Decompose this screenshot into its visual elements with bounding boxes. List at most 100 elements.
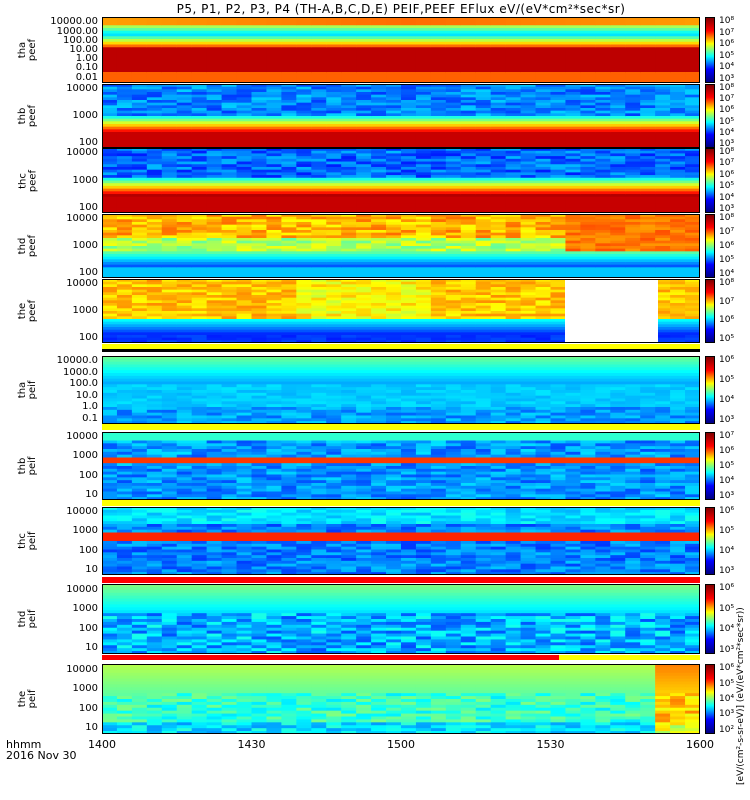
y-tick-label: 10000 (66, 83, 98, 95)
heatmap-cell (595, 74, 611, 79)
heatmap-cell (520, 50, 537, 54)
heatmap-cell (176, 340, 193, 343)
heatmap-cell (535, 297, 552, 301)
heatmap-cell (146, 92, 163, 96)
heatmap-cell (580, 47, 596, 51)
heatmap-cell (131, 102, 148, 106)
heatmap-cell (460, 246, 477, 250)
heatmap-cell (206, 204, 223, 209)
heatmap-cell (221, 121, 238, 125)
heatmap-cell (550, 316, 567, 320)
heatmap-cell (655, 295, 671, 299)
heatmap-cell (445, 188, 462, 192)
heatmap-cell (550, 319, 567, 323)
heatmap-cell (371, 246, 387, 250)
heatmap-cell (206, 262, 223, 266)
heatmap-cell (191, 214, 208, 218)
heatmap-cell (505, 196, 522, 201)
heatmap-cell (595, 180, 611, 184)
heatmap-cell (595, 84, 611, 88)
heatmap-cell (341, 164, 357, 168)
heatmap-cell (670, 251, 686, 255)
heatmap-cell (311, 66, 327, 70)
heatmap-cell (296, 153, 312, 157)
heatmap-cell (251, 204, 268, 209)
heatmap-cell (520, 248, 537, 252)
heatmap-cell (311, 33, 327, 37)
heatmap-cell (146, 102, 163, 106)
heatmap-cell (311, 108, 327, 112)
heatmap-cell (610, 92, 626, 96)
heatmap-cell (535, 86, 552, 90)
y-tick-label: 0.10 (75, 62, 98, 74)
heatmap-cell (401, 204, 417, 209)
heatmap-cell (146, 332, 163, 336)
heatmap-cell (296, 219, 312, 223)
heatmap-cell (311, 235, 327, 239)
heatmap-cell (610, 129, 626, 133)
heatmap-cell (625, 243, 641, 247)
heatmap-cell (520, 251, 537, 255)
heatmap-cell (341, 41, 357, 46)
heatmap-cell (102, 80, 118, 83)
heatmap-cell (341, 297, 357, 301)
heatmap-cell (356, 47, 372, 51)
heatmap-cell (131, 110, 148, 114)
heatmap-cell (490, 36, 507, 40)
heatmap-cell (490, 22, 507, 26)
heatmap-cell (251, 199, 268, 203)
heatmap-cell (655, 153, 671, 157)
heatmap-cell (430, 300, 447, 304)
heatmap-cell (401, 243, 417, 247)
heatmap-cell (520, 240, 537, 244)
heatmap-cell (131, 199, 148, 203)
heatmap-cell (266, 287, 282, 291)
heatmap-cell (102, 108, 118, 112)
heatmap-cell (490, 321, 507, 325)
heatmap-cell (430, 153, 447, 157)
heatmap-cell (415, 156, 432, 160)
heatmap-cell (475, 80, 492, 83)
heatmap-cell (131, 381, 148, 385)
heatmap-cell (356, 118, 372, 122)
heatmap-cell (415, 270, 432, 274)
heatmap-cell (386, 259, 402, 263)
heatmap-cell (206, 321, 223, 325)
heatmap-cell (191, 158, 208, 163)
heatmap-cell (296, 183, 312, 187)
heatmap-cell (206, 196, 223, 201)
heatmap-cell (371, 313, 387, 317)
heatmap-cell (386, 254, 402, 258)
heatmap-cell (326, 230, 342, 234)
heatmap-cell (176, 150, 193, 155)
heatmap-cell (430, 335, 447, 339)
heatmap-cell (415, 22, 432, 26)
heatmap-cell (386, 113, 402, 117)
heatmap-cell (102, 262, 118, 266)
heatmap-cell (176, 199, 193, 203)
heatmap-cell (535, 89, 552, 93)
heatmap-cell (191, 132, 208, 136)
heatmap-cell (221, 272, 238, 276)
heatmap-cell (102, 210, 118, 213)
heatmap-cell (415, 214, 432, 218)
heatmap-cell (146, 308, 163, 312)
heatmap-cell (102, 409, 118, 414)
heatmap-cell (341, 303, 357, 307)
heatmap-cell (490, 281, 507, 285)
heatmap-cell (251, 246, 268, 250)
heatmap-cell (161, 311, 178, 315)
heatmap-cell (221, 210, 238, 213)
heatmap-cell (296, 319, 312, 323)
heatmap-cell (176, 214, 193, 218)
heatmap-cell (266, 246, 282, 250)
heatmap-cell (505, 324, 522, 328)
heatmap-cell (251, 172, 268, 176)
heatmap-cell (236, 148, 253, 152)
heatmap-cell (296, 74, 312, 79)
heatmap-cell (580, 191, 596, 195)
heatmap-cell (191, 63, 208, 68)
heatmap-cell (281, 224, 297, 228)
heatmap-cell (640, 74, 656, 79)
colorbar-tick-label: 10⁴ (719, 192, 735, 203)
